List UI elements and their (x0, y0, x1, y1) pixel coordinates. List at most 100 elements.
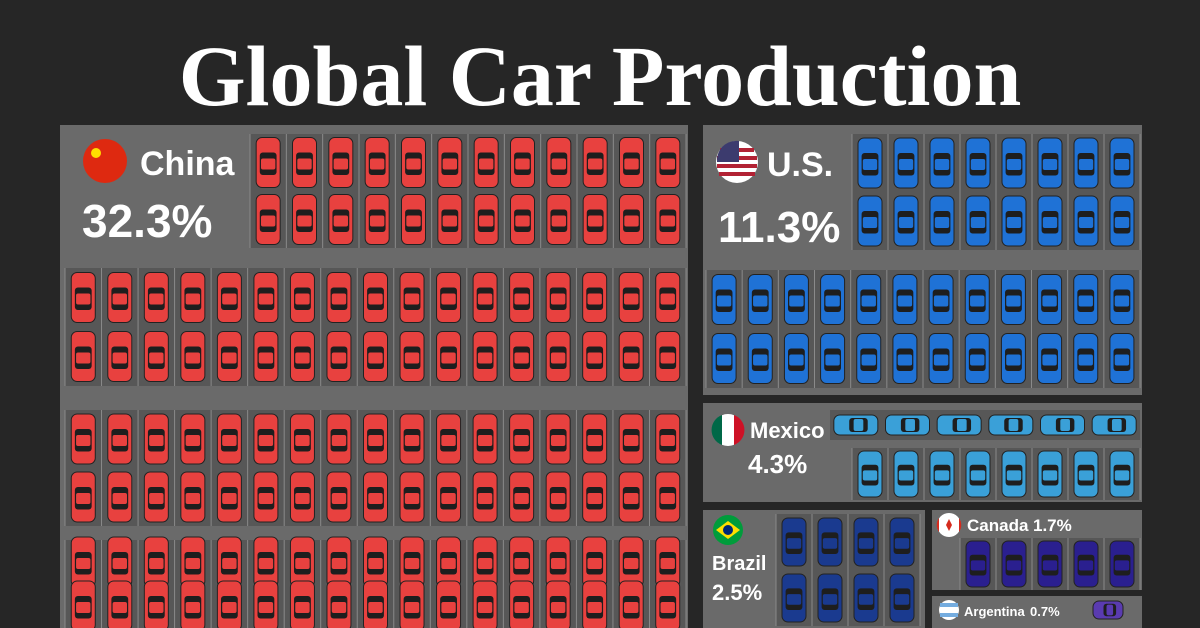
car-roof (970, 560, 986, 571)
car-roof (786, 538, 802, 549)
car-roof (185, 493, 201, 504)
car-roof (624, 602, 639, 613)
car-roof (933, 295, 949, 307)
car-roof (295, 435, 310, 446)
car-roof (369, 158, 385, 170)
car-roof (862, 470, 878, 481)
car-roof (222, 558, 237, 569)
car-roof (853, 419, 864, 431)
car-roof (112, 558, 127, 569)
car-roof (587, 215, 603, 227)
car-roof (1114, 295, 1130, 307)
car-roof (222, 352, 237, 364)
car-roof (112, 352, 127, 364)
car-roof (112, 493, 127, 504)
car-roof (1078, 295, 1093, 307)
car-roof (295, 558, 310, 569)
car-roof (897, 354, 913, 366)
car-roof (404, 602, 420, 613)
country-name: China (140, 145, 236, 183)
car-roof (858, 594, 874, 605)
car-roof (514, 602, 529, 613)
car-roof (970, 159, 986, 170)
car-roof (587, 352, 602, 364)
car-roof (660, 602, 675, 613)
car-roof (477, 293, 493, 305)
car-roof (222, 602, 237, 613)
car-roof (514, 435, 529, 446)
car-roof (1114, 470, 1130, 481)
car-roof (477, 435, 493, 446)
car-roof (898, 470, 914, 481)
car-roof (331, 558, 347, 569)
car-roof (587, 602, 602, 613)
car-roof (185, 558, 201, 569)
car-roof (970, 354, 985, 366)
car-roof (1042, 560, 1058, 571)
car-roof (1006, 354, 1021, 366)
car-roof (478, 215, 494, 227)
car-roof (1114, 560, 1130, 571)
car-roof (624, 352, 639, 364)
car-roof (716, 295, 732, 307)
car-roof (112, 293, 127, 305)
car-roof (1111, 419, 1122, 431)
car-roof (331, 602, 347, 613)
car-roof (441, 293, 456, 305)
car-roof (624, 435, 639, 446)
car-roof (406, 215, 421, 227)
car-roof (295, 602, 310, 613)
car-roof (185, 602, 201, 613)
car-roof (222, 293, 237, 305)
car-roof (660, 215, 676, 227)
car-roof (1042, 217, 1058, 228)
car-roof (76, 558, 91, 569)
car-roof (477, 493, 493, 504)
car-roof (442, 158, 458, 170)
car-roof (297, 158, 312, 170)
car-roof (76, 352, 91, 364)
car-roof (185, 352, 201, 364)
car-roof (149, 293, 164, 305)
car-roof (112, 602, 127, 613)
car-roof (1114, 217, 1130, 228)
lot (830, 410, 1140, 440)
car-roof (660, 158, 676, 170)
car-roof (898, 159, 914, 170)
car-roof (970, 470, 986, 481)
car-roof (934, 159, 950, 170)
country-share: 11.3% (718, 203, 840, 252)
car-roof (333, 158, 349, 170)
car-roof (1042, 470, 1058, 481)
car-roof (550, 352, 566, 364)
car-roof (825, 354, 840, 366)
car-roof (258, 558, 274, 569)
car-roof (970, 217, 986, 228)
car-roof (185, 435, 201, 446)
country-name: Mexico (750, 418, 825, 443)
car-roof (441, 493, 456, 504)
country-name: U.S. (767, 146, 833, 184)
car-roof (822, 538, 838, 549)
car-roof (258, 602, 274, 613)
car-roof (368, 293, 383, 305)
car-roof (825, 295, 840, 307)
car-roof (441, 352, 456, 364)
car-roof (1008, 419, 1019, 431)
car-roof (624, 215, 639, 227)
car-roof (934, 217, 950, 228)
car-roof (894, 538, 910, 549)
car-roof (933, 354, 949, 366)
car-roof (587, 158, 603, 170)
car-roof (753, 354, 768, 366)
country-share: 1.7% (1033, 516, 1072, 535)
car-roof (970, 295, 985, 307)
country-name: Canada (967, 516, 1029, 535)
car-roof (368, 435, 383, 446)
car-roof (404, 352, 420, 364)
car-roof (478, 158, 494, 170)
flag-leaf (946, 519, 952, 531)
car-roof (514, 352, 529, 364)
car-roof (331, 352, 347, 364)
